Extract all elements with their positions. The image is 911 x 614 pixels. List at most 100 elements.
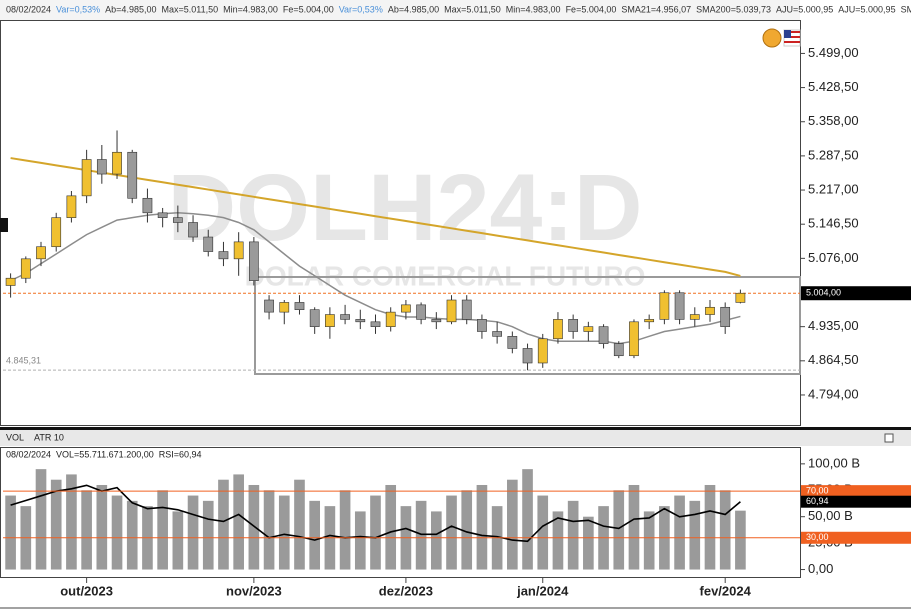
volume-bar <box>507 479 518 570</box>
info-item: AJU=5.000,95 <box>838 4 895 14</box>
candle-body <box>294 302 305 311</box>
candle-body <box>431 319 442 323</box>
volume-bar <box>567 500 579 570</box>
y-tick-label: 100,00 B <box>808 455 860 470</box>
candle-body <box>172 217 183 223</box>
info-item: Var=0,53% <box>56 4 100 14</box>
flag-icon[interactable] <box>783 29 801 47</box>
candle-body <box>203 236 214 252</box>
candle-body <box>233 241 244 260</box>
info-item: Fe=5.004,00 <box>566 4 617 14</box>
panel-separator <box>0 427 911 430</box>
candle-body <box>629 321 639 357</box>
price-label: 5.004,00 <box>806 288 841 298</box>
volume-bar <box>643 511 655 570</box>
y-tick-label: 5.428,50 <box>808 79 859 94</box>
rsi-level-box <box>801 531 911 544</box>
volume-bar <box>583 516 594 570</box>
indicator-tabs <box>0 430 911 446</box>
candle-body <box>36 246 46 260</box>
volume-bar <box>126 500 138 570</box>
info-item: AJU=5.000,95 <box>776 4 833 14</box>
volume-bar <box>628 484 640 570</box>
volume-bar <box>187 495 199 570</box>
maximize-button[interactable] <box>884 433 894 443</box>
y-tick-label: 4.935,00 <box>808 318 859 333</box>
indicator-tab[interactable]: VOL <box>6 432 24 442</box>
y-tick-label: 0,00 <box>808 561 833 576</box>
info-item: Var=0,53% <box>339 4 383 14</box>
volume-bar <box>294 479 305 570</box>
candle-body <box>96 159 107 175</box>
candle-body <box>537 338 548 364</box>
currency-icon[interactable] <box>762 28 782 48</box>
x-tick-label: jan/2024 <box>516 583 569 598</box>
flag-stripe <box>784 31 800 33</box>
y-tick-label: 5.499,00 <box>808 45 859 60</box>
rsi-value-box <box>801 495 911 508</box>
watermark: DOLH24:D <box>167 155 642 261</box>
candle-body <box>659 292 670 320</box>
candle-body <box>674 292 685 320</box>
candle-body <box>644 319 655 323</box>
volume-bar <box>522 469 533 570</box>
y-tick-label: 5.146,50 <box>808 216 859 231</box>
info-item: Max=5.011,50 <box>161 4 218 14</box>
volume-bar <box>172 511 184 570</box>
volume-bar <box>96 484 108 570</box>
watermark-subtitle: DOLAR COMERCIAL FUTURO <box>245 260 646 291</box>
indicator-info: RSI=60,94 <box>159 449 202 459</box>
volume-bar <box>415 500 427 570</box>
candle-body <box>188 222 198 238</box>
volume-bar <box>263 490 275 570</box>
volume-bar <box>111 495 123 570</box>
info-item: 08/02/2024 <box>6 4 51 14</box>
volume-bar <box>248 484 260 570</box>
volume-bar <box>613 490 625 570</box>
candle-body <box>66 195 77 218</box>
y-tick-label: 5.287,50 <box>808 147 859 162</box>
candle-body <box>583 326 594 332</box>
volume-bar <box>35 469 47 570</box>
info-item: Ab=4.985,00 <box>105 4 156 14</box>
flag-canton <box>784 30 791 38</box>
indicator-info: 08/02/2024 <box>6 449 51 459</box>
marker-label: 4.845,31 <box>6 355 41 365</box>
candle-body <box>689 314 700 320</box>
y-tick-label: 5.076,00 <box>808 250 859 265</box>
candle-body <box>720 306 731 327</box>
candle-body <box>142 197 153 214</box>
volume-bar <box>704 484 716 570</box>
candle-body <box>20 258 31 279</box>
volume-bar <box>385 484 397 570</box>
candle-body <box>355 319 366 323</box>
scroll-marker[interactable] <box>0 218 8 232</box>
candle-body <box>81 159 92 197</box>
indicator-panel <box>0 447 801 578</box>
volume-bar <box>278 495 290 570</box>
y-tick-label: 50,00 B <box>808 508 853 523</box>
candle-body <box>705 306 715 315</box>
candle-body <box>416 304 426 320</box>
indicator-tab[interactable]: ATR 10 <box>34 432 64 442</box>
candle-body <box>279 302 290 313</box>
volume-bar <box>5 495 16 570</box>
candle-body <box>446 299 457 323</box>
info-item: Min=4.983,00 <box>223 4 278 14</box>
volume-bar <box>370 495 381 570</box>
candle-body <box>735 292 746 303</box>
candle-body <box>309 309 320 327</box>
volume-bar <box>674 495 685 570</box>
volume-bar <box>446 495 457 570</box>
candle-body <box>264 299 274 313</box>
volume-bar <box>354 511 366 570</box>
volume-bar <box>50 479 62 570</box>
candle-body <box>112 151 122 175</box>
indicator-info: VOL=55.711.671.200,00 <box>56 449 154 459</box>
info-bar <box>0 0 800 20</box>
volume-bar <box>552 511 564 570</box>
candle-body <box>492 331 502 337</box>
candle-body <box>568 319 579 332</box>
x-tick-label: out/2023 <box>60 583 113 598</box>
